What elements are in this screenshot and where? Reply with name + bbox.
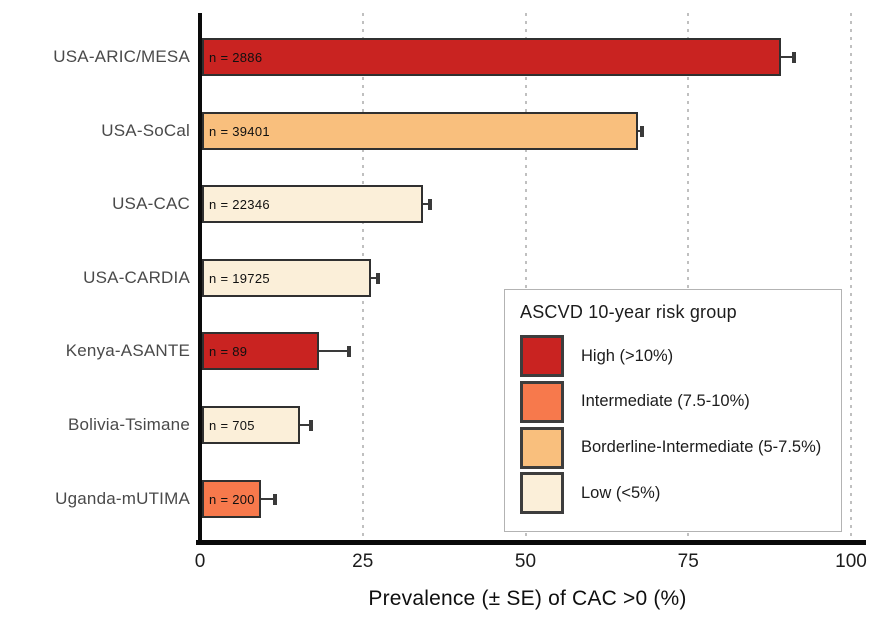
bar-n-label: n = 200 bbox=[209, 491, 255, 507]
error-bar-cap bbox=[376, 272, 381, 284]
gridline-100 bbox=[850, 13, 852, 541]
category-label: USA-CARDIA bbox=[83, 268, 190, 287]
bar: n = 22346 bbox=[202, 185, 423, 223]
legend-swatch bbox=[520, 472, 564, 515]
legend-swatch bbox=[520, 380, 564, 423]
error-bar-whisker bbox=[421, 202, 430, 206]
category-label: Uganda-mUTIMA bbox=[55, 489, 190, 508]
error-bar-whisker bbox=[779, 55, 795, 59]
x-tick-label: 100 bbox=[835, 551, 867, 572]
bar: n = 2886 bbox=[202, 38, 781, 76]
error-bar-whisker bbox=[258, 497, 275, 501]
category-label: USA-SoCal bbox=[101, 121, 190, 140]
y-axis-line bbox=[198, 13, 202, 544]
legend-label: Low (<5%) bbox=[581, 483, 661, 502]
error-bar-cap bbox=[640, 125, 645, 137]
error-bar-cap bbox=[309, 419, 314, 431]
category-label: Kenya-ASANTE bbox=[65, 341, 190, 360]
legend-item: Borderline-Intermediate (5-7.5%) bbox=[505, 426, 841, 469]
bar-n-label: n = 89 bbox=[209, 343, 248, 359]
legend-swatch bbox=[520, 426, 564, 469]
legend-label: Borderline-Intermediate (5-7.5%) bbox=[581, 438, 822, 457]
bar: n = 705 bbox=[202, 406, 300, 444]
gridline-50 bbox=[524, 13, 527, 541]
bar: n = 200 bbox=[202, 480, 261, 518]
x-tick-label: 25 bbox=[352, 551, 374, 572]
x-tick-label: 0 bbox=[194, 551, 206, 572]
legend-swatch bbox=[520, 335, 564, 377]
legend-item: Low (<5%) bbox=[505, 472, 841, 515]
error-bar-whisker bbox=[369, 276, 379, 280]
bar-n-label: n = 705 bbox=[209, 417, 255, 433]
x-axis-line bbox=[196, 540, 866, 545]
error-bar-cap bbox=[792, 51, 797, 63]
bar-n-label: n = 22346 bbox=[209, 196, 270, 212]
x-tick-label: 75 bbox=[677, 551, 699, 572]
x-axis-title: Prevalence (± SE) of CAC >0 (%) bbox=[368, 587, 687, 610]
bar-n-label: n = 19725 bbox=[209, 270, 270, 286]
bar: n = 19725 bbox=[202, 259, 371, 297]
bar: n = 39401 bbox=[202, 112, 638, 150]
legend-item: Intermediate (7.5-10%) bbox=[505, 380, 841, 423]
legend-box: ASCVD 10-year risk group High (>10%) Inte… bbox=[504, 289, 842, 532]
category-label: USA-CAC bbox=[112, 194, 190, 213]
legend-title: ASCVD 10-year risk group bbox=[520, 302, 737, 322]
legend-item: High (>10%) bbox=[505, 335, 841, 377]
x-tick-label: 50 bbox=[514, 551, 537, 572]
category-label: Bolivia-Tsimane bbox=[67, 415, 190, 434]
bar-n-label: n = 39401 bbox=[209, 123, 270, 139]
error-bar-whisker bbox=[297, 423, 312, 427]
bar-n-label: n = 2886 bbox=[209, 49, 263, 65]
error-bar-whisker bbox=[636, 129, 643, 133]
error-bar-cap bbox=[346, 345, 351, 357]
error-bar-cap bbox=[272, 493, 277, 505]
legend-label: High (>10%) bbox=[581, 346, 674, 365]
category-label: USA-ARIC/MESA bbox=[53, 47, 190, 66]
bar: n = 89 bbox=[202, 332, 319, 370]
error-bar-cap bbox=[427, 198, 432, 210]
error-bar-whisker bbox=[317, 349, 349, 353]
legend-label: Intermediate (7.5-10%) bbox=[581, 392, 750, 411]
gridline-75 bbox=[687, 13, 690, 541]
